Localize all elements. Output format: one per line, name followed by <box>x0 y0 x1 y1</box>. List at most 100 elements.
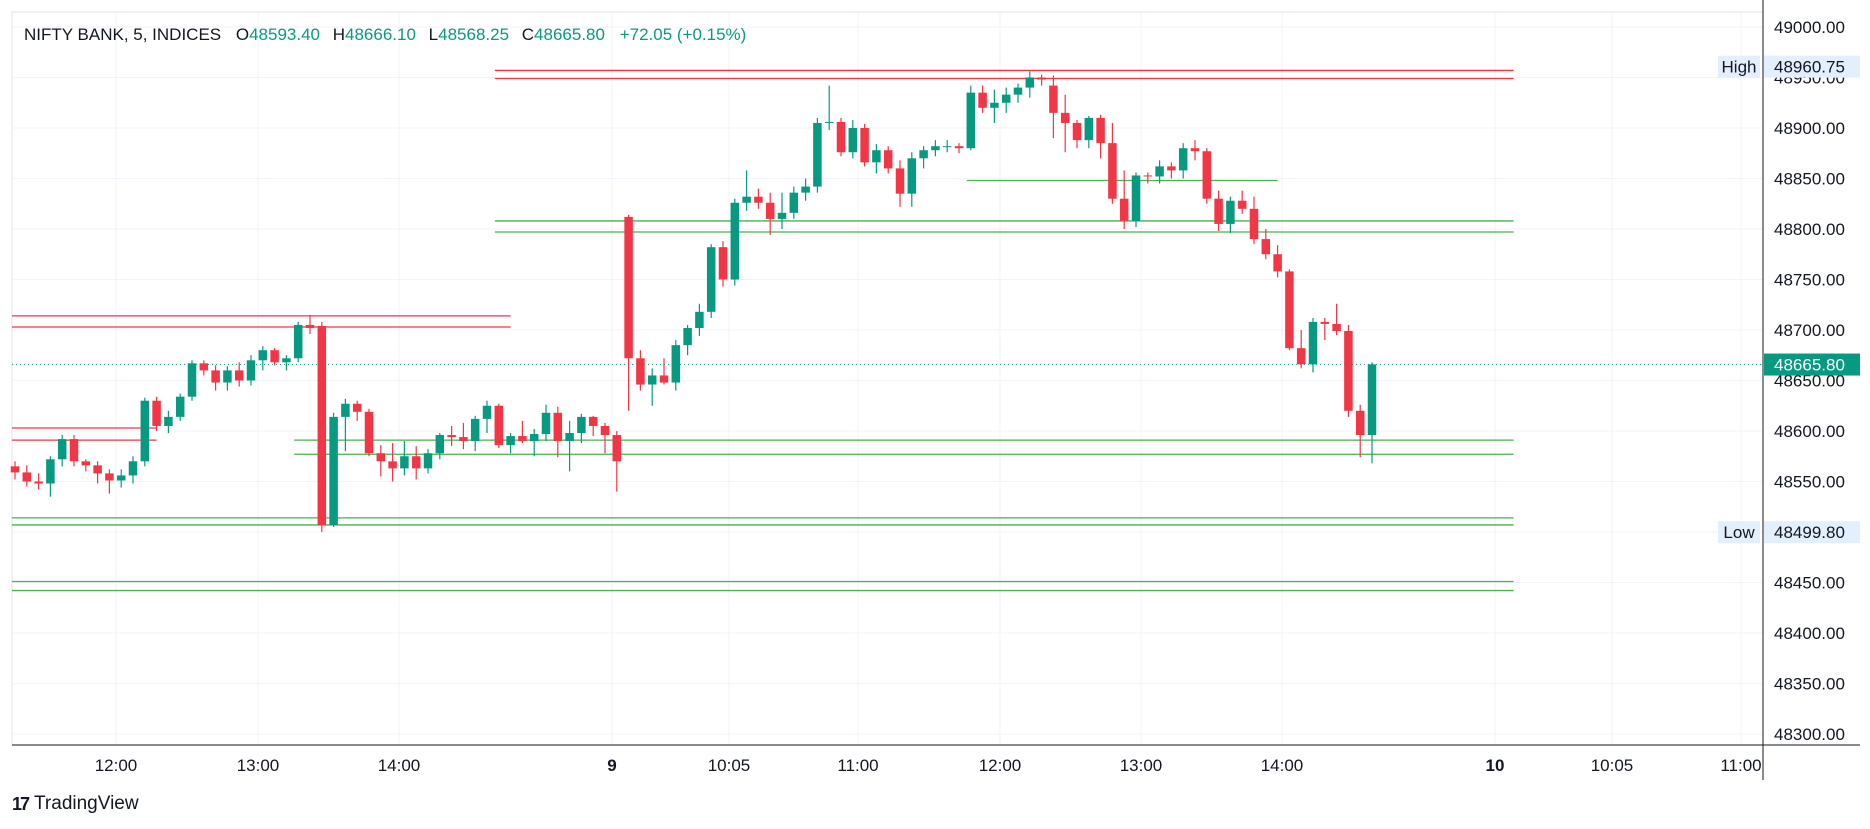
candle[interactable] <box>211 365 220 391</box>
candle[interactable] <box>282 355 291 371</box>
candle[interactable] <box>1355 404 1365 458</box>
candle[interactable] <box>518 420 527 444</box>
candle[interactable] <box>459 422 468 450</box>
candle[interactable] <box>482 400 492 434</box>
candle[interactable] <box>22 465 32 487</box>
candle[interactable] <box>1273 245 1282 278</box>
candle[interactable] <box>128 456 138 484</box>
candle[interactable] <box>1143 172 1153 184</box>
candle[interactable] <box>624 214 633 411</box>
candle[interactable] <box>966 85 976 151</box>
candle[interactable] <box>506 433 515 454</box>
candle[interactable] <box>895 160 905 207</box>
candle[interactable] <box>352 400 362 421</box>
candle[interactable] <box>990 89 999 123</box>
candle[interactable] <box>1202 148 1212 204</box>
candle[interactable] <box>246 355 256 386</box>
candle[interactable] <box>1108 122 1117 204</box>
candle[interactable] <box>742 170 751 211</box>
candle[interactable] <box>388 443 397 482</box>
candle[interactable] <box>1344 324 1353 417</box>
candle[interactable] <box>400 441 409 476</box>
candle[interactable] <box>81 459 91 472</box>
candle[interactable] <box>824 85 834 131</box>
candle[interactable] <box>754 188 763 209</box>
candle[interactable] <box>600 422 610 454</box>
candle[interactable] <box>1320 317 1330 341</box>
candle[interactable] <box>683 324 692 356</box>
candle[interactable] <box>777 192 787 229</box>
candle[interactable] <box>164 410 173 434</box>
candle[interactable] <box>765 192 775 236</box>
candle[interactable] <box>1084 115 1094 149</box>
candle[interactable] <box>1214 190 1223 232</box>
candle[interactable] <box>1308 317 1318 373</box>
candle[interactable] <box>1096 114 1105 159</box>
candle[interactable] <box>376 445 386 477</box>
candle[interactable] <box>919 146 928 169</box>
candle[interactable] <box>1190 140 1200 161</box>
candle[interactable] <box>34 473 43 490</box>
candle[interactable] <box>1249 196 1259 245</box>
candle[interactable] <box>836 117 846 157</box>
candle[interactable] <box>636 350 645 391</box>
candle[interactable] <box>1367 362 1377 464</box>
candle[interactable] <box>954 143 964 154</box>
candle[interactable] <box>612 431 622 492</box>
candle[interactable] <box>659 358 669 385</box>
candle[interactable] <box>116 469 126 488</box>
candle[interactable] <box>931 140 940 157</box>
candle[interactable] <box>1155 160 1164 184</box>
candle[interactable] <box>105 469 114 494</box>
candle[interactable] <box>447 425 456 447</box>
candle[interactable] <box>435 433 445 460</box>
candle[interactable] <box>364 408 374 457</box>
candle[interactable] <box>883 146 893 174</box>
candle[interactable] <box>647 368 657 406</box>
candle[interactable] <box>706 244 716 318</box>
candle[interactable] <box>1178 143 1188 179</box>
candle[interactable] <box>57 435 67 467</box>
candle[interactable] <box>1072 119 1082 149</box>
candle[interactable] <box>305 314 315 335</box>
candle[interactable] <box>1001 87 1011 113</box>
candle[interactable] <box>1013 83 1023 103</box>
candle[interactable] <box>423 449 433 474</box>
candle[interactable] <box>813 117 822 193</box>
candle[interactable] <box>565 420 574 472</box>
candle[interactable] <box>470 415 480 452</box>
candle[interactable] <box>801 178 810 201</box>
candle[interactable] <box>529 428 539 457</box>
candle[interactable] <box>588 415 598 437</box>
candle[interactable] <box>1237 190 1247 214</box>
candle[interactable] <box>494 403 504 449</box>
candle[interactable] <box>187 360 197 401</box>
candle[interactable] <box>293 321 303 363</box>
candle[interactable] <box>541 404 551 442</box>
candle[interactable] <box>1226 196 1235 234</box>
candle[interactable] <box>1285 269 1294 351</box>
candle[interactable] <box>258 346 268 371</box>
candle[interactable] <box>10 461 20 480</box>
tradingview-brand[interactable]: 17 TradingView <box>12 793 139 815</box>
candle[interactable] <box>93 461 102 484</box>
candle[interactable] <box>1060 94 1070 153</box>
candle[interactable] <box>140 397 150 467</box>
candle[interactable] <box>152 396 161 431</box>
candle[interactable] <box>341 398 350 452</box>
candle[interactable] <box>1119 170 1129 229</box>
candle[interactable] <box>223 366 232 391</box>
candle[interactable] <box>1049 75 1058 139</box>
candle[interactable] <box>789 186 799 219</box>
candle[interactable] <box>1167 162 1176 179</box>
candle[interactable] <box>978 85 987 113</box>
candle[interactable] <box>1296 330 1306 369</box>
candle[interactable] <box>671 340 681 391</box>
candle[interactable] <box>1131 172 1141 227</box>
candle[interactable] <box>329 412 338 527</box>
candle[interactable] <box>695 303 704 337</box>
candle[interactable] <box>1261 229 1271 260</box>
candle[interactable] <box>872 144 881 174</box>
candle[interactable] <box>69 435 79 467</box>
candle[interactable] <box>234 362 244 387</box>
